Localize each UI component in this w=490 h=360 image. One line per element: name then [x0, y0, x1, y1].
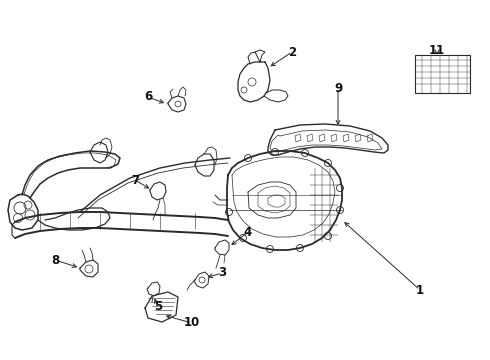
Text: 11: 11 [429, 44, 445, 57]
Text: 6: 6 [144, 90, 152, 104]
Text: 8: 8 [51, 253, 59, 266]
Text: 10: 10 [184, 316, 200, 329]
Text: 3: 3 [218, 266, 226, 279]
Text: 4: 4 [244, 225, 252, 238]
Text: 5: 5 [154, 300, 162, 312]
Text: 9: 9 [334, 81, 342, 94]
Bar [415, 55, 470, 93]
Text: 7: 7 [131, 174, 139, 186]
Text: 1: 1 [416, 284, 424, 297]
Text: 2: 2 [288, 45, 296, 58]
